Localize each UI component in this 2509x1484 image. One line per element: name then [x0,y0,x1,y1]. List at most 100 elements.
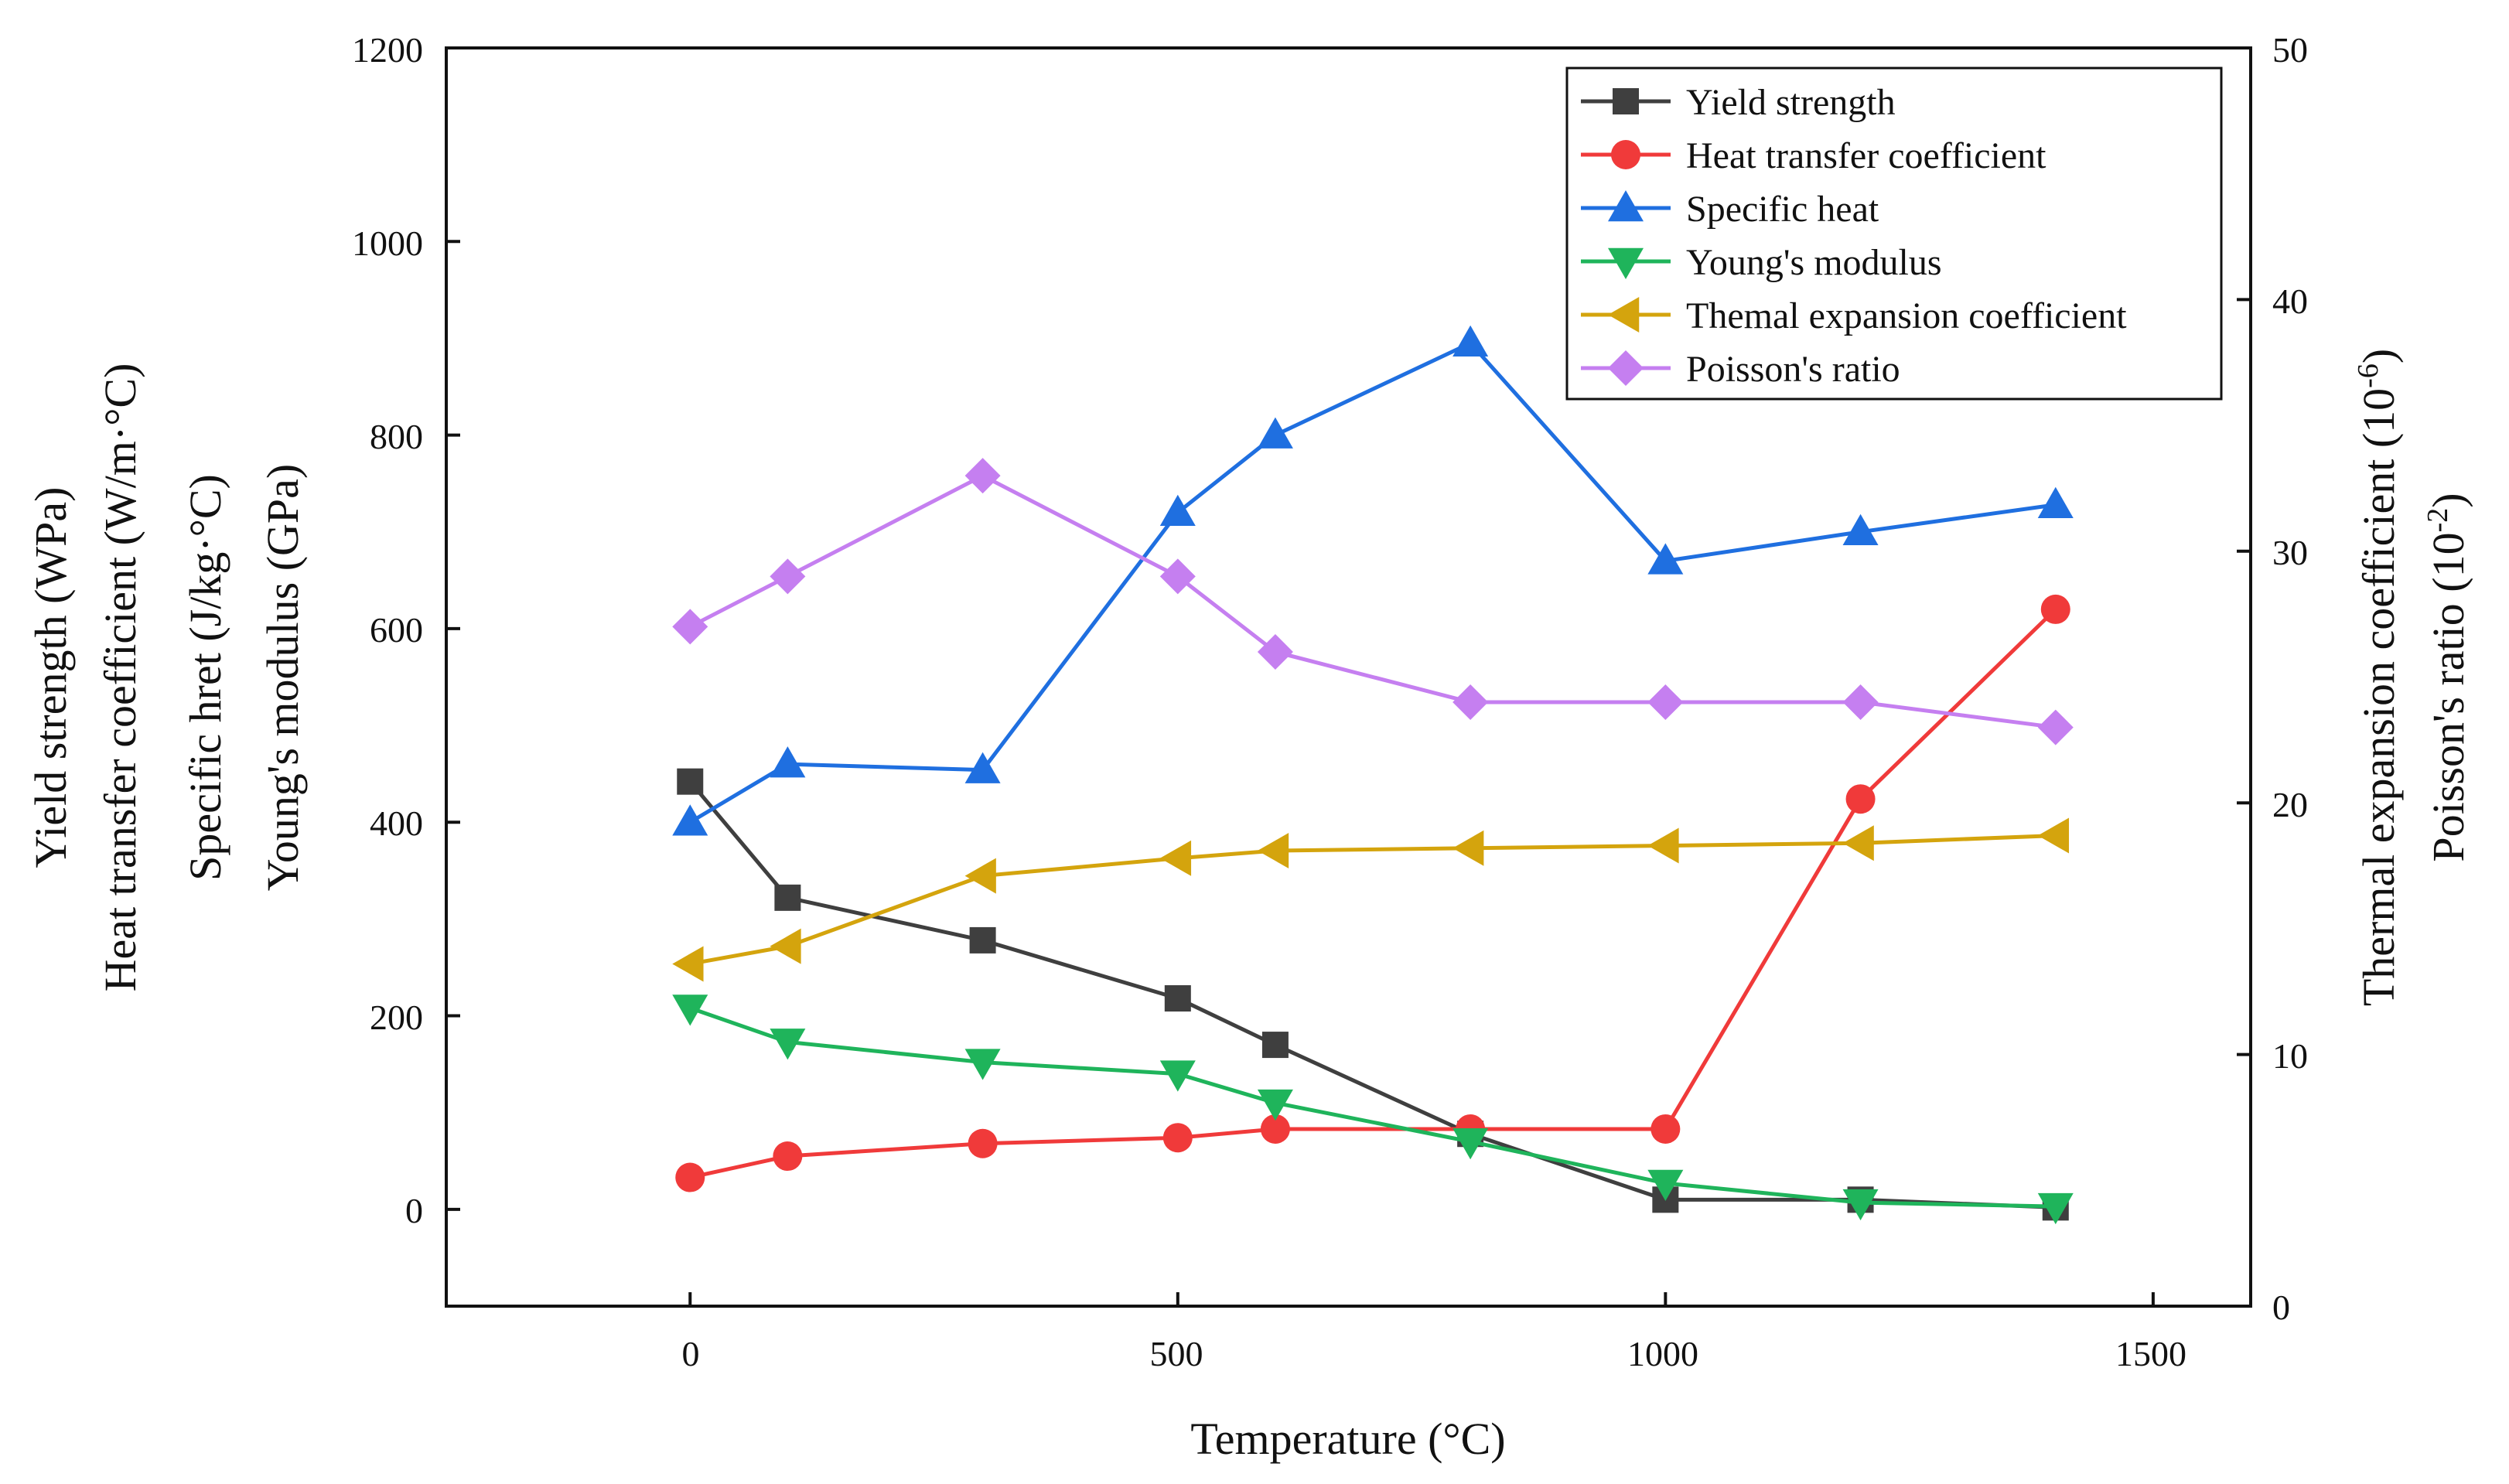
left-tick-label: 1200 [352,30,423,70]
data-point-yield-strength [1164,985,1191,1012]
legend-marker-heat-transfer-coefficient [1611,140,1640,169]
data-point-specific-heat [672,804,708,836]
legend: Yield strength Heat transfer coefficient… [1565,67,2223,401]
left-axis-title: Heat transfer coefficient (W/m·°C) [95,363,145,992]
data-point-heat-transfer-coefficient [773,1141,803,1172]
right-axis-titles: Thermal expansion coefficient (10-6) Poi… [2352,349,2473,1006]
data-point-specific-heat [1647,543,1684,575]
legend-marker-themal-expansion-coefficient [1608,297,1640,333]
data-point-heat-transfer-coefficient [675,1162,705,1192]
right-tick-label: 40 [2272,281,2308,321]
right-axis-title2-main: Poisson's ratio (10 [2423,532,2473,861]
legend-label: Heat transfer coefficient [1686,135,2046,176]
data-point-poisson-s-ratio [1842,684,1879,721]
data-point-poisson-s-ratio [770,558,806,595]
data-point-heat-transfer-coefficient [1260,1114,1290,1144]
legend-label: Poisson's ratio [1686,349,1900,390]
right-axis-title-sup: -6 [2352,363,2384,388]
legend-label: Specific heat [1686,189,1879,230]
x-tick-label: 500 [1150,1334,1203,1373]
data-point-young-s-modulus [1257,1089,1293,1121]
data-point-poisson-s-ratio [672,609,708,645]
x-tick-label: 1000 [1627,1334,1698,1373]
legend-marker-specific-heat [1608,190,1644,222]
left-axis-title: Yield strength (WPa) [26,487,76,868]
data-point-heat-transfer-coefficient [2040,594,2070,624]
data-point-yield-strength [969,926,996,954]
data-point-young-s-modulus [1159,1060,1196,1092]
data-point-poisson-s-ratio [964,458,1001,494]
legend-items [1581,88,1671,386]
data-point-themal-expansion-coefficient [1257,833,1289,869]
data-point-specific-heat [1452,325,1489,357]
data-point-young-s-modulus [1842,1189,1879,1221]
right-axis-title-close: ) [2354,349,2404,363]
data-point-young-s-modulus [964,1049,1001,1080]
data-point-themal-expansion-coefficient [770,928,801,964]
data-point-poisson-s-ratio [1647,684,1684,721]
legend-label: Young's modulus [1686,242,1942,283]
data-point-young-s-modulus [1452,1127,1489,1160]
left-tick-labels: 0 200 400 600 800 1000 1200 [352,30,423,1230]
right-tick-label: 0 [2272,1288,2290,1327]
data-point-specific-heat [2037,486,2074,518]
data-point-themal-expansion-coefficient [1452,830,1484,866]
data-point-themal-expansion-coefficient [1647,827,1679,864]
series-heat-transfer-coefficient [675,594,2070,1192]
x-tick-labels: 0 500 1000 1500 [682,1334,2187,1373]
data-point-specific-heat [1257,417,1293,449]
data-point-yield-strength [1261,1032,1289,1059]
axis-ticks [446,46,2251,1308]
left-tick-label: 1000 [352,223,423,263]
data-point-young-s-modulus [1647,1169,1684,1202]
series-young-s-modulus [672,994,2074,1225]
legend-label: Yield strength [1686,82,1896,123]
series-specific-heat [672,325,2074,836]
data-point-young-s-modulus [672,994,708,1026]
left-tick-label: 800 [370,417,423,456]
left-tick-label: 600 [370,610,423,650]
left-axis-title: Young's modulus (GPa) [258,464,308,891]
left-axis-titles: Yield strength (WPa) Heat transfer coeff… [26,363,308,992]
plot-frame [445,46,2252,1308]
data-point-poisson-s-ratio [1452,684,1489,721]
right-tick-label: 30 [2272,533,2308,572]
data-point-young-s-modulus [770,1029,806,1060]
right-tick-label: 10 [2272,1036,2308,1076]
left-tick-label: 0 [405,1191,423,1230]
left-axis-title: Specific hret (J/kg·°C) [180,474,230,881]
data-point-yield-strength [774,884,801,911]
series-themal-expansion-coefficient [672,817,2070,982]
data-point-young-s-modulus [2037,1192,2074,1225]
right-axis-title-main: Thermal expansion coefficient (10 [2354,388,2404,1006]
legend-marker-yield-strength [1613,88,1639,114]
data-point-heat-transfer-coefficient [1162,1123,1193,1153]
legend-marker-young-s-modulus [1608,247,1644,279]
right-tick-label: 50 [2272,30,2308,70]
right-tick-labels: 0 10 20 30 40 50 [2272,30,2308,1327]
data-point-heat-transfer-coefficient [1650,1114,1681,1144]
x-axis-title: Temperature (°C) [1190,1414,1505,1464]
legend-box [1565,67,2223,401]
data-point-themal-expansion-coefficient [1842,825,1874,861]
right-tick-label: 20 [2272,785,2308,824]
data-point-themal-expansion-coefficient [2037,817,2070,854]
data-point-heat-transfer-coefficient [1845,784,1876,814]
data-point-specific-heat [964,752,1001,783]
data-point-poisson-s-ratio [1257,633,1293,670]
data-point-themal-expansion-coefficient [964,858,996,894]
legend-marker-poisson-s-ratio [1608,350,1644,386]
series-layer [672,325,2074,1225]
x-tick-label: 0 [682,1334,700,1373]
data-point-specific-heat [770,746,806,778]
right-axis-title2-close: ) [2423,493,2473,507]
data-point-themal-expansion-coefficient [1159,840,1192,876]
legend-label: Themal expansion coefficient [1686,295,2127,336]
data-point-specific-heat [1842,513,1879,546]
data-point-yield-strength [677,768,704,795]
data-point-themal-expansion-coefficient [672,946,704,982]
right-axis-title2-sup: -2 [2422,508,2454,533]
right-axis-title-thermal: Thermal expansion coefficient (10-6) [2352,349,2404,1006]
series-poisson-s-ratio [672,458,2074,745]
